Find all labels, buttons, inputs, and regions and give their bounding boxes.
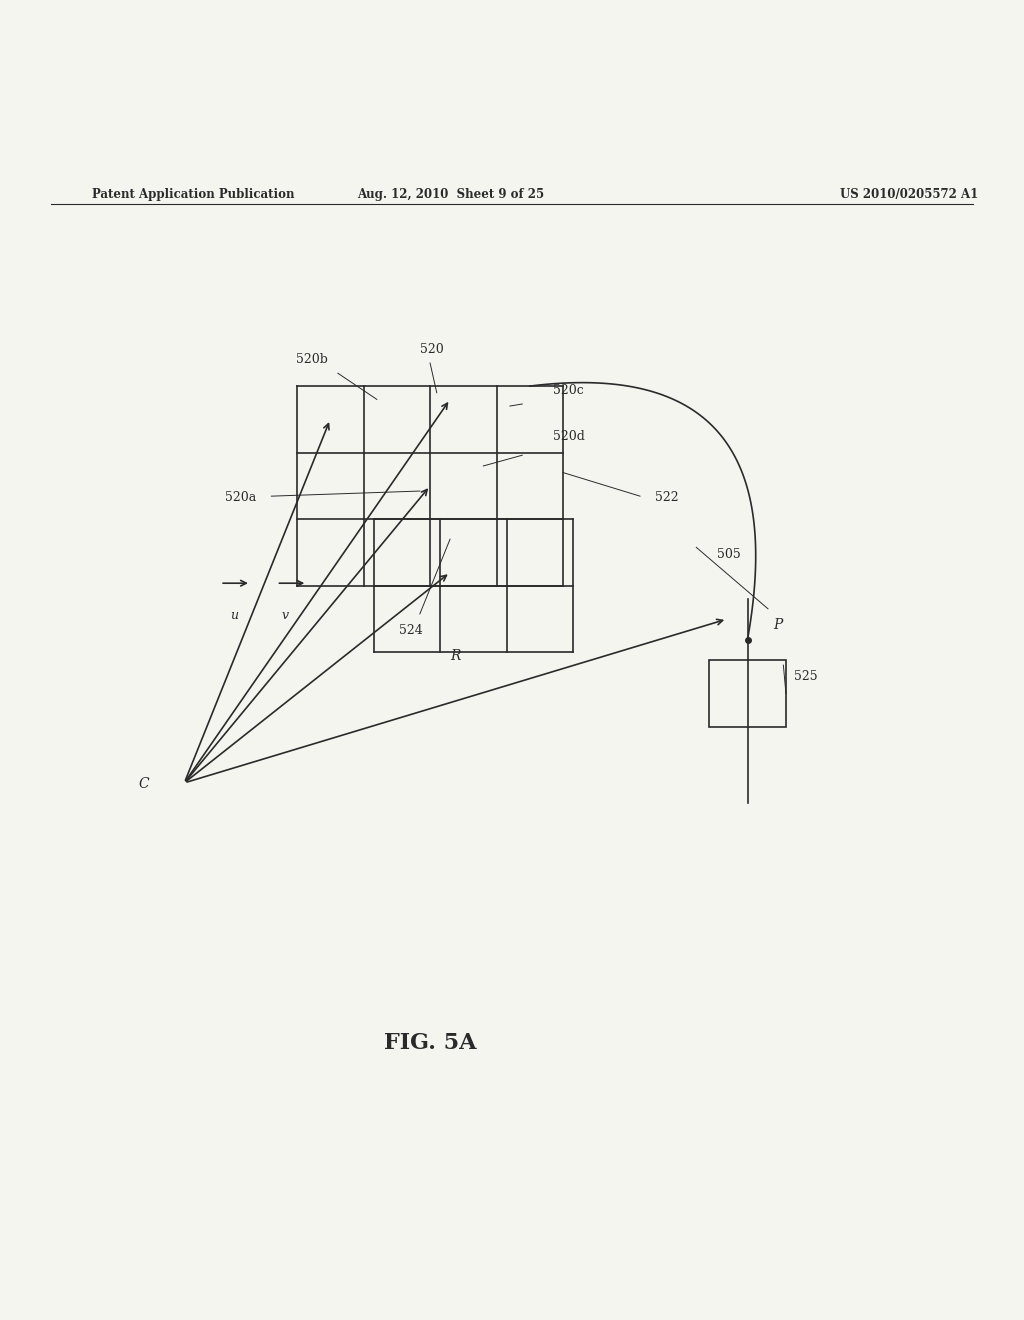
Text: 520: 520	[420, 343, 443, 356]
Text: P: P	[773, 618, 782, 632]
Text: Patent Application Publication: Patent Application Publication	[92, 187, 295, 201]
Text: 520a: 520a	[224, 491, 256, 504]
Text: 520b: 520b	[296, 352, 328, 366]
Bar	[709, 660, 786, 726]
Text: Aug. 12, 2010  Sheet 9 of 25: Aug. 12, 2010 Sheet 9 of 25	[357, 187, 544, 201]
Text: v: v	[282, 609, 289, 622]
Text: 505: 505	[717, 548, 740, 561]
Text: 524: 524	[399, 624, 423, 638]
Text: 522: 522	[655, 491, 679, 504]
Text: FIG. 5A: FIG. 5A	[384, 1032, 476, 1055]
Text: 525: 525	[794, 671, 817, 684]
Text: US 2010/0205572 A1: US 2010/0205572 A1	[840, 187, 978, 201]
Text: C: C	[138, 777, 148, 791]
Text: R: R	[451, 649, 461, 663]
Text: u: u	[230, 609, 239, 622]
Text: 520c: 520c	[553, 384, 584, 397]
Text: 520d: 520d	[553, 430, 585, 442]
